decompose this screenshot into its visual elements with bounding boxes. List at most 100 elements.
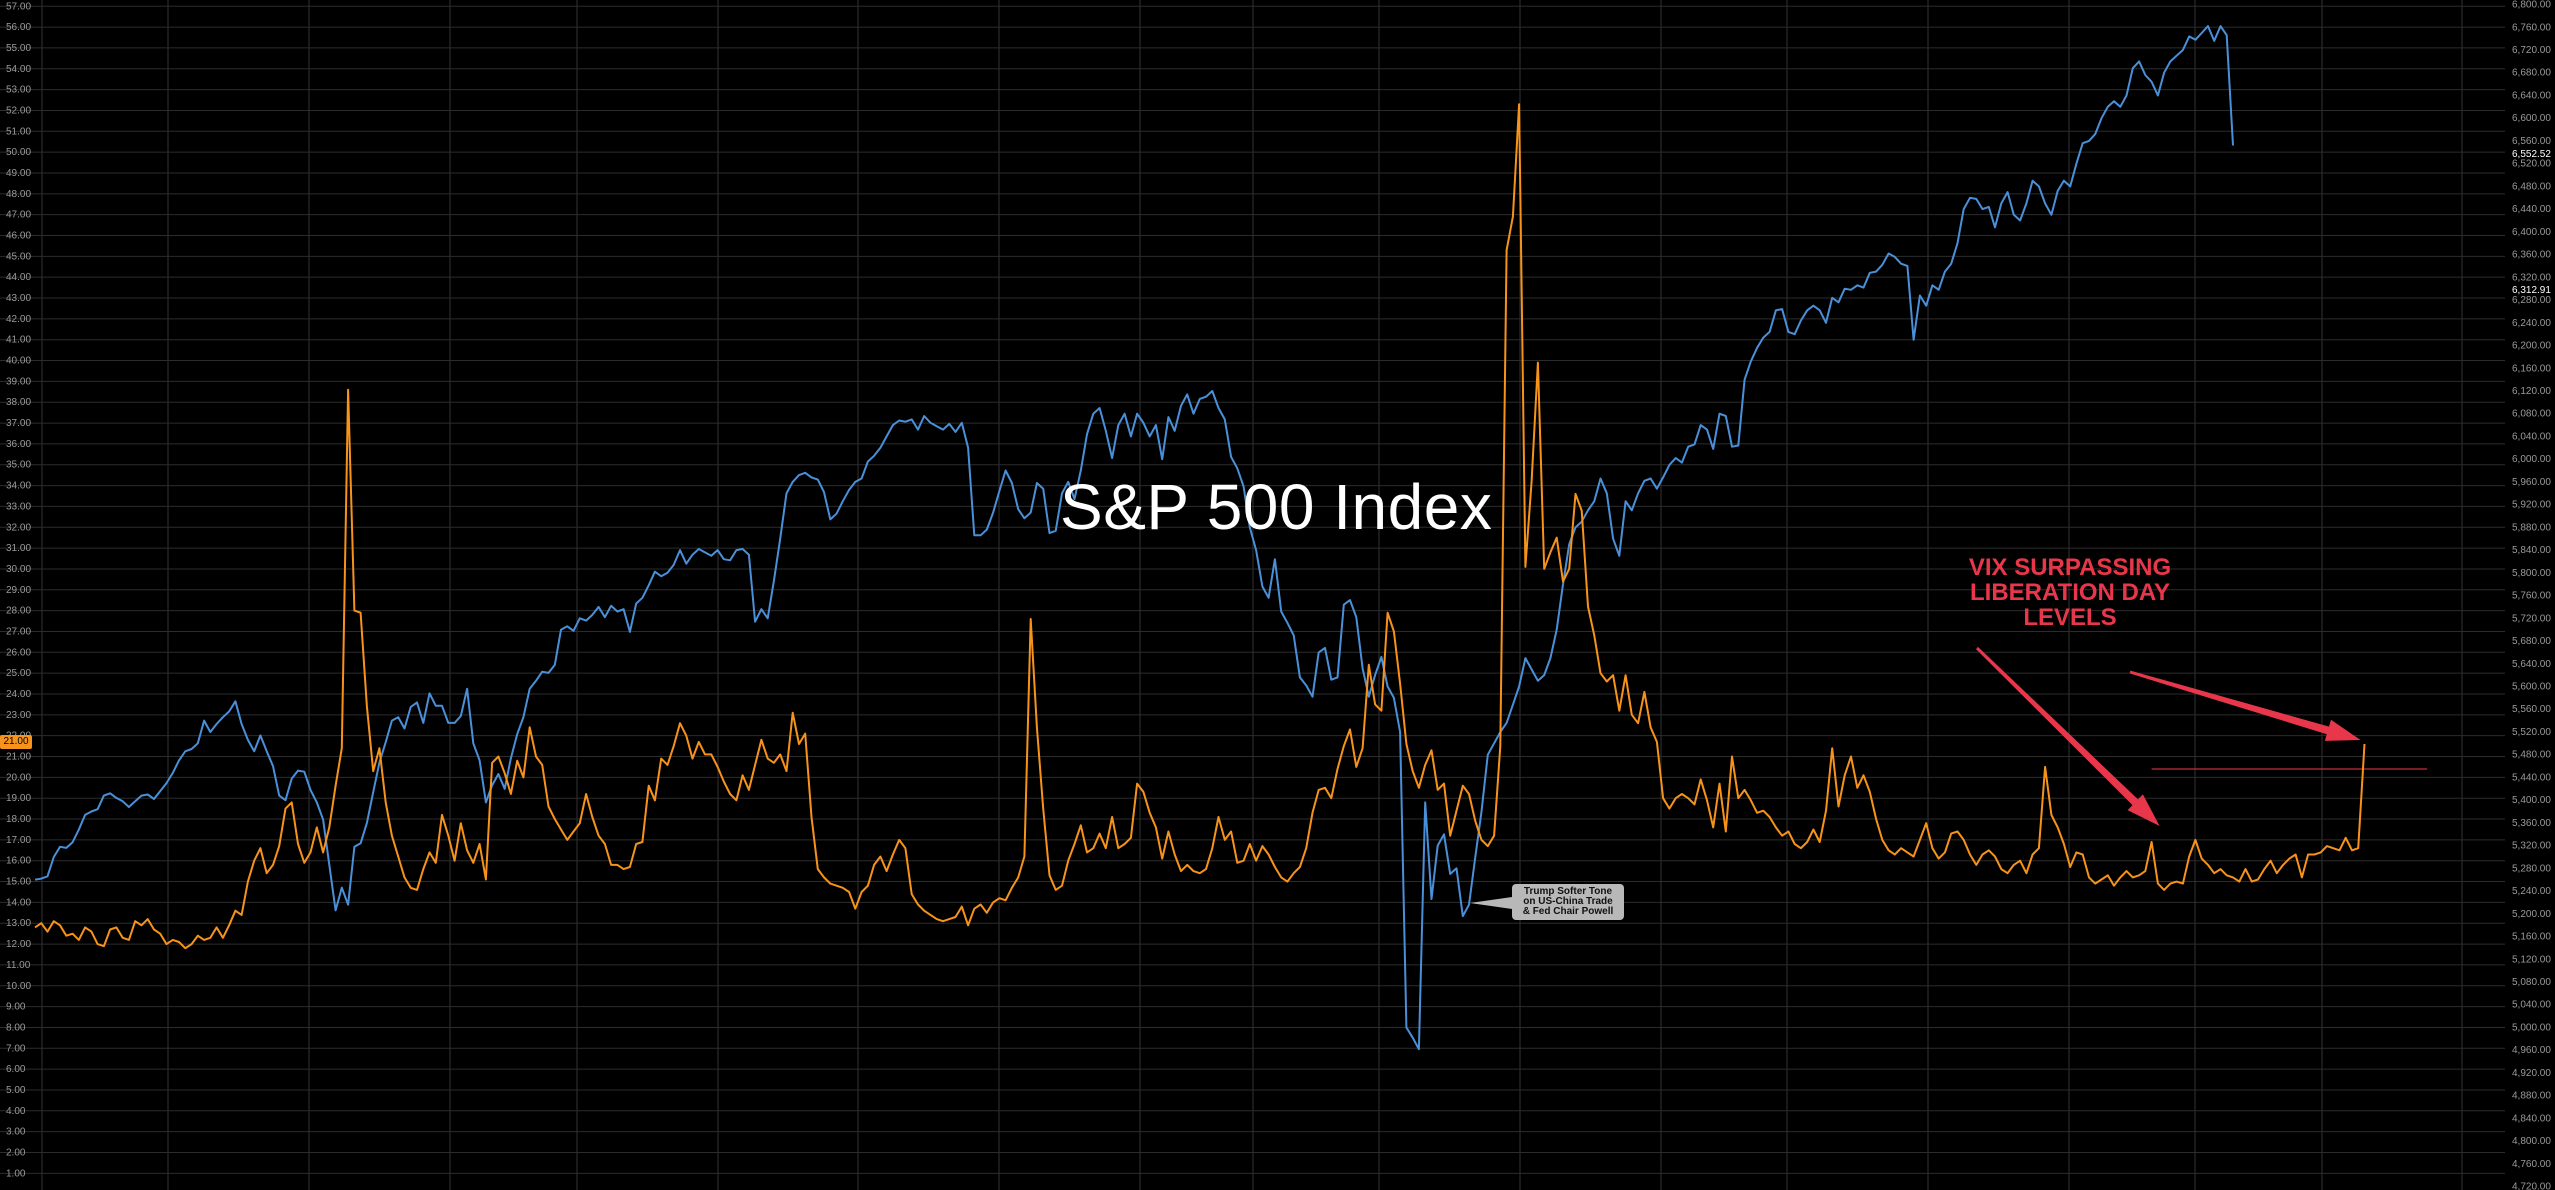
left-tick-label: 27.00 xyxy=(6,626,31,637)
left-tick-label: 8.00 xyxy=(6,1022,26,1033)
spx-line xyxy=(34,25,2234,1051)
right-tick-label: 5,600.00 xyxy=(2512,681,2551,692)
spx-previous-price-label: 6,312.91 xyxy=(2512,285,2551,296)
left-tick-label: 9.00 xyxy=(6,1002,26,1013)
arrow-to-liberation-day-peak xyxy=(1976,646,2160,826)
right-tick-label: 5,000.00 xyxy=(2512,1022,2551,1033)
right-tick-label: 5,320.00 xyxy=(2512,841,2551,852)
left-tick-label: 53.00 xyxy=(6,85,31,96)
right-tick-label: 5,160.00 xyxy=(2512,932,2551,943)
right-tick-label: 6,360.00 xyxy=(2512,250,2551,261)
left-tick-label: 47.00 xyxy=(6,210,31,221)
annotation-line-2: LIBERATION DAY xyxy=(1969,579,2170,606)
right-tick-label: 6,480.00 xyxy=(2512,181,2551,192)
left-tick-label: 32.00 xyxy=(6,522,31,533)
right-tick-label: 5,840.00 xyxy=(2512,545,2551,556)
right-tick-label: 4,720.00 xyxy=(2512,1182,2551,1190)
vix-line xyxy=(34,103,2366,950)
left-tick-label: 20.00 xyxy=(6,772,31,783)
annotation-line-2: on US-China Trade xyxy=(1523,896,1613,907)
left-axis: 1.00 2.00 3.00 4.00 5.00 6.00 7.00 8.00 9.00 10.0… xyxy=(6,1,31,1179)
left-tick-label: 35.00 xyxy=(6,460,31,471)
right-tick-label: 6,200.00 xyxy=(2512,341,2551,352)
right-tick-label: 5,680.00 xyxy=(2512,636,2551,647)
horizontal-gridlines xyxy=(0,5,2505,1174)
right-tick-label: 6,040.00 xyxy=(2512,431,2551,442)
left-tick-label: 56.00 xyxy=(6,22,31,33)
right-tick-label: 4,880.00 xyxy=(2512,1091,2551,1102)
right-tick-label: 5,280.00 xyxy=(2512,863,2551,874)
right-tick-label: 6,600.00 xyxy=(2512,113,2551,124)
left-tick-label: 43.00 xyxy=(6,293,31,304)
annotation-line-1: VIX SURPASSING xyxy=(1968,554,2172,581)
right-tick-label: 6,320.00 xyxy=(2512,272,2551,283)
right-tick-label: 5,400.00 xyxy=(2512,795,2551,806)
right-tick-label: 6,560.00 xyxy=(2512,136,2551,147)
left-tick-label: 40.00 xyxy=(6,356,31,367)
right-tick-label: 6,280.00 xyxy=(2512,295,2551,306)
right-tick-label: 5,800.00 xyxy=(2512,568,2551,579)
left-tick-label: 52.00 xyxy=(6,105,31,116)
right-tick-label: 5,760.00 xyxy=(2512,591,2551,602)
right-tick-label: 6,680.00 xyxy=(2512,68,2551,79)
left-tick-label: 57.00 xyxy=(6,1,31,12)
trump-softer-tone-annotation: Trump Softer Tone on US-China Trade & Fe… xyxy=(1512,884,1624,920)
left-tick-label: 14.00 xyxy=(6,897,31,908)
left-tick-label: 23.00 xyxy=(6,710,31,721)
trump-callout-pointer xyxy=(1470,897,1512,909)
right-tick-label: 5,640.00 xyxy=(2512,659,2551,670)
left-tick-label: 17.00 xyxy=(6,835,31,846)
left-tick-label: 46.00 xyxy=(6,230,31,241)
left-tick-label: 55.00 xyxy=(6,43,31,54)
right-tick-label: 6,720.00 xyxy=(2512,45,2551,56)
left-tick-label: 1.00 xyxy=(6,1168,26,1179)
right-tick-label: 6,640.00 xyxy=(2512,90,2551,101)
left-tick-label: 2.00 xyxy=(6,1147,26,1158)
left-tick-label: 16.00 xyxy=(6,856,31,867)
right-tick-label: 5,560.00 xyxy=(2512,704,2551,715)
left-tick-label: 21.00 xyxy=(6,752,31,763)
left-tick-label: 33.00 xyxy=(6,501,31,512)
left-tick-label: 5.00 xyxy=(6,1085,26,1096)
right-tick-label: 5,480.00 xyxy=(2512,750,2551,761)
annotation-line-1: Trump Softer Tone xyxy=(1523,886,1613,897)
left-tick-label: 41.00 xyxy=(6,335,31,346)
annotation-arrows xyxy=(1976,646,2361,826)
right-tick-label: 5,720.00 xyxy=(2512,613,2551,624)
vix-surpassing-annotation: VIX SURPASSING LIBERATION DAY LEVELS xyxy=(1940,555,2200,630)
right-tick-label: 5,040.00 xyxy=(2512,1000,2551,1011)
right-tick-label: 5,120.00 xyxy=(2512,954,2551,965)
right-tick-label: 6,400.00 xyxy=(2512,227,2551,238)
right-tick-label: 6,080.00 xyxy=(2512,409,2551,420)
right-axis: 4,720.00 4,760.00 4,800.00 4,840.00 4,880.00… xyxy=(2512,0,2551,1190)
left-tick-label: 13.00 xyxy=(6,918,31,929)
right-tick-label: 6,760.00 xyxy=(2512,22,2551,33)
right-tick-label: 6,800.00 xyxy=(2512,0,2551,11)
left-tick-label: 37.00 xyxy=(6,418,31,429)
right-tick-label: 4,920.00 xyxy=(2512,1068,2551,1079)
left-tick-label: 7.00 xyxy=(6,1043,26,1054)
left-tick-label: 19.00 xyxy=(6,793,31,804)
right-tick-label: 5,360.00 xyxy=(2512,818,2551,829)
left-tick-label: 44.00 xyxy=(6,272,31,283)
left-tick-label: 10.00 xyxy=(6,981,31,992)
left-tick-label: 42.00 xyxy=(6,314,31,325)
chart-title: S&P 500 Index xyxy=(1060,471,1493,543)
right-tick-label: 4,760.00 xyxy=(2512,1159,2551,1170)
annotation-line-3: LEVELS xyxy=(2023,604,2117,631)
left-tick-label: 15.00 xyxy=(6,877,31,888)
left-tick-label: 45.00 xyxy=(6,251,31,262)
left-tick-label: 18.00 xyxy=(6,814,31,825)
left-tick-label: 12.00 xyxy=(6,939,31,950)
left-tick-label: 51.00 xyxy=(6,126,31,137)
vix-last-price-badge: 21.00 xyxy=(0,735,32,749)
left-tick-label: 11.00 xyxy=(6,960,31,971)
left-tick-label: 50.00 xyxy=(6,147,31,158)
right-tick-label: 4,840.00 xyxy=(2512,1113,2551,1124)
right-tick-label: 5,240.00 xyxy=(2512,886,2551,897)
left-tick-label: 49.00 xyxy=(6,168,31,179)
left-tick-label: 30.00 xyxy=(6,564,31,575)
right-tick-label: 5,200.00 xyxy=(2512,909,2551,920)
left-tick-label: 34.00 xyxy=(6,481,31,492)
arrow-to-current-vix-peak xyxy=(2129,670,2361,741)
